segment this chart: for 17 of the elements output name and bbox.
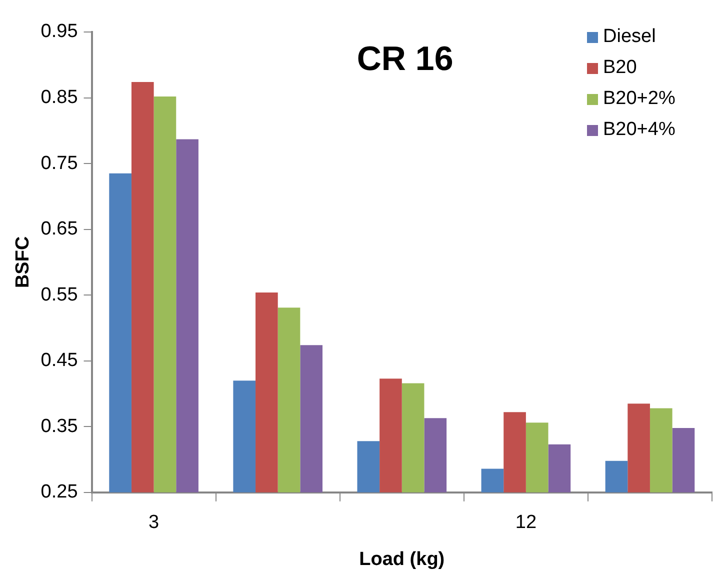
y-tick-label: 0.65 <box>40 218 78 240</box>
x-axis-title: Load (kg) <box>359 548 445 570</box>
legend-label: B20+2% <box>603 88 676 110</box>
y-tick-label: 0.95 <box>40 21 78 42</box>
x-tick-label: 12 <box>515 512 537 534</box>
y-tick-label: 0.35 <box>40 416 78 437</box>
y-tick-label: 0.75 <box>40 152 78 174</box>
y-axis-title: BSFC <box>12 236 34 288</box>
y-tick-label: 0.55 <box>40 284 78 306</box>
legend-label: B20 <box>603 57 637 79</box>
chart-title: CR 16 <box>356 40 454 79</box>
y-tick-label: 0.45 <box>40 350 78 372</box>
x-tick-label: 3 <box>148 512 160 534</box>
y-tick-label: 0.85 <box>40 87 78 108</box>
legend-label: Diesel <box>603 26 656 48</box>
y-tick-label: 0.25 <box>40 482 78 503</box>
legend-label: B20+4% <box>603 119 676 141</box>
